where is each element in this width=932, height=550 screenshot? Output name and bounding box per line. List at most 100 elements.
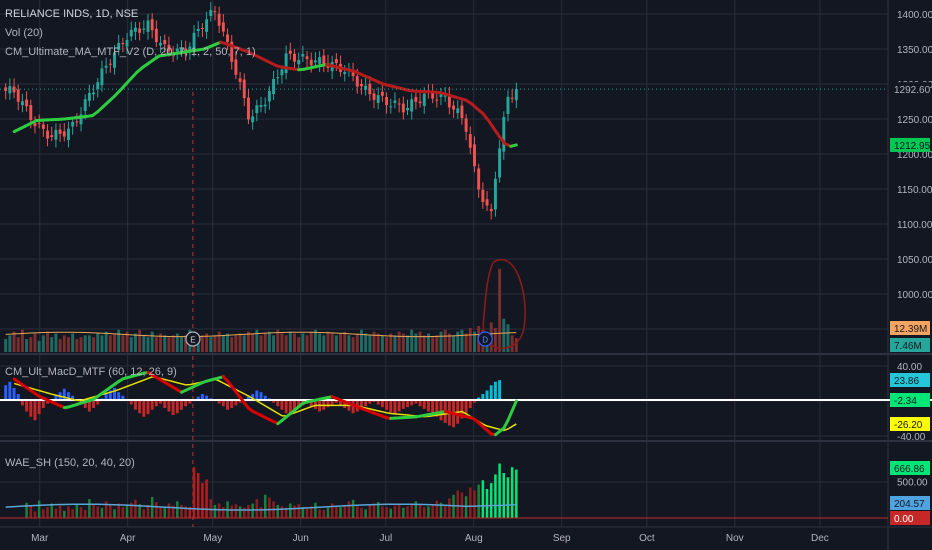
macd-hist-bar (368, 401, 372, 404)
volume-bar (246, 331, 250, 352)
volume-bar (113, 333, 116, 352)
volume-bar (29, 337, 33, 352)
candle-body (397, 103, 401, 105)
candle-body (221, 22, 225, 32)
volume-bar (200, 335, 204, 352)
volume-bar (20, 329, 24, 352)
candle-body (368, 83, 372, 95)
candle-body (447, 94, 451, 108)
candle (376, 87, 380, 110)
price-tick: 1050.00 (897, 255, 932, 266)
candle (4, 83, 8, 100)
volume-bar (456, 331, 460, 352)
candle (113, 45, 116, 75)
macd-hist-bar (33, 401, 37, 421)
candle-body (96, 82, 100, 90)
macd-hist-bar (330, 401, 334, 405)
candle-body (29, 105, 33, 121)
candle-body (422, 93, 426, 106)
wae-bar (196, 472, 200, 518)
candle (129, 21, 133, 42)
wae-bar (448, 498, 451, 518)
candle (79, 107, 83, 132)
candle-body (376, 95, 380, 103)
macd-hist-bar (473, 401, 476, 403)
candle (452, 100, 456, 118)
volume-bar (234, 335, 238, 352)
candle-body (372, 93, 376, 100)
wae-legend[interactable]: WAE_SH (150, 20, 40, 20) (5, 457, 135, 469)
macd-hist-label-box (890, 373, 930, 387)
candle (75, 113, 79, 127)
wae-line-label-box (890, 496, 930, 510)
volume-bar (293, 333, 296, 352)
macd-hist-bar (418, 401, 422, 407)
volume-bar (129, 337, 133, 352)
wae-bar (460, 492, 464, 518)
volume-bar (180, 337, 183, 352)
wae-bar (439, 502, 443, 518)
price-tick: 1350.00 (897, 45, 932, 56)
wae-bar (368, 504, 372, 518)
volume-bar (125, 331, 129, 352)
candle (498, 140, 502, 183)
macd-hist-bar (334, 401, 338, 403)
candle (372, 89, 376, 109)
wae-bar (414, 501, 418, 518)
wae-bar (176, 501, 179, 518)
macd-pane[interactable] (0, 370, 932, 437)
wae-bar (184, 506, 187, 518)
candle (493, 171, 497, 217)
candle-body (464, 118, 468, 132)
volume-bar (75, 339, 79, 352)
candle-body (205, 19, 209, 32)
macd-hist-bar (129, 401, 133, 405)
volume-bar (372, 331, 376, 352)
macd-legend[interactable]: CM_Ult_MacD_MTF (60, 12, 26, 9) (5, 366, 177, 378)
wae-pane[interactable] (0, 463, 888, 519)
symbol-legend[interactable]: RELIANCE INDS, 1D, NSE (5, 8, 138, 20)
wae-bar (201, 483, 204, 518)
wae-bar (79, 507, 83, 518)
candle (230, 35, 234, 70)
volume-bar (138, 329, 142, 352)
candle (288, 42, 292, 60)
volume-bar (96, 333, 100, 352)
candle-body (477, 168, 481, 190)
vol-last-label-box (890, 338, 930, 352)
macd-hist-bar (121, 395, 125, 401)
candle-body (313, 60, 317, 63)
macd-hist-bar (234, 401, 238, 406)
candle-body (12, 86, 16, 93)
macd-hist-bar (217, 401, 221, 404)
wae-bar (37, 500, 41, 518)
wae-bar (289, 503, 292, 518)
wae-tick: 500.00 (897, 478, 928, 489)
macd-segment (506, 409, 514, 422)
candle-body (485, 199, 489, 206)
candle (364, 77, 368, 96)
candle (133, 21, 137, 40)
candle (414, 90, 418, 110)
volume-bar (473, 331, 476, 352)
wae-bar (167, 503, 171, 518)
candle-body (234, 59, 238, 75)
wae-bar (318, 509, 321, 518)
volume-bar (380, 335, 384, 352)
macd-hist-bar (167, 401, 171, 412)
volume-bar (71, 333, 75, 352)
vol-ma-label: 12.39M (894, 324, 927, 335)
wae-bar (498, 463, 501, 518)
E-circle-icon: E (185, 331, 201, 347)
ma-value-label-box (890, 137, 930, 152)
macd-line (12, 370, 518, 437)
volume-bar (297, 337, 301, 352)
candle-body (230, 41, 234, 62)
wae-bar (138, 504, 141, 518)
candle (393, 92, 397, 109)
volume-bar (217, 331, 221, 352)
vol-legend[interactable]: Vol (20) (5, 27, 43, 39)
ma-legend[interactable]: CM_Ultimate_MA_MTF_V2 (D, 20, 7, 1, 2, 5… (5, 46, 256, 58)
candle (293, 49, 296, 71)
